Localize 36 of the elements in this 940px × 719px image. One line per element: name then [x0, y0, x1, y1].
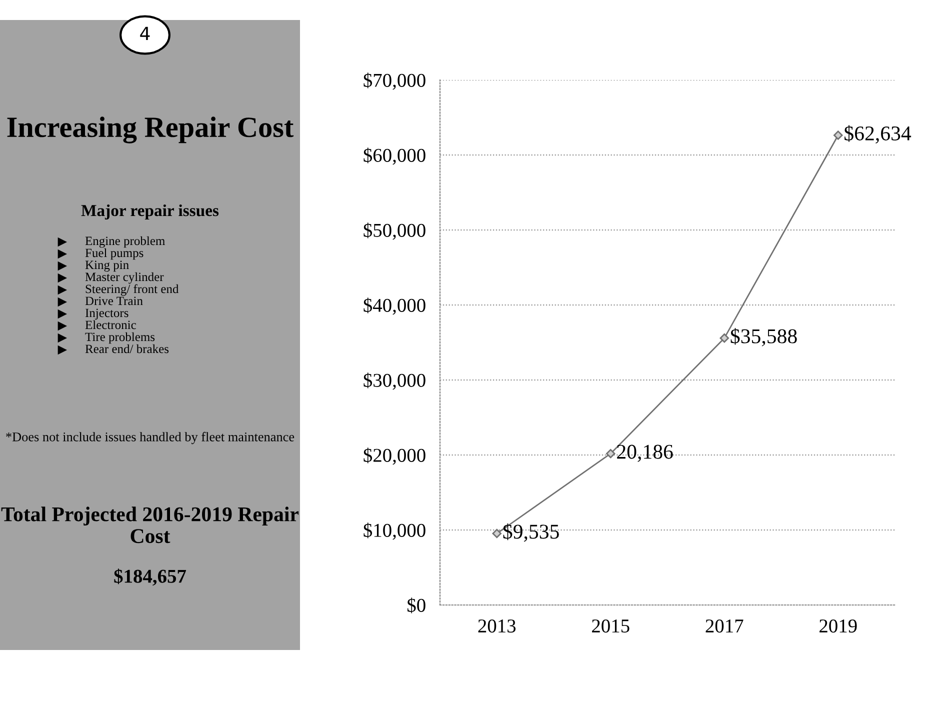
text: Drive Train [85, 296, 143, 306]
x-tick-label: 2013 [478, 619, 516, 633]
text: Major repair issues [81, 204, 219, 220]
point [720, 333, 729, 343]
x-tick-label: 2017 [706, 619, 744, 633]
data-label: $9,535 [503, 523, 559, 542]
x-tick-label: 2019 [820, 619, 857, 633]
text: Electronic [85, 320, 136, 330]
text: $184,657 [114, 568, 186, 586]
y-tick-label: $10,000 [364, 522, 426, 540]
text: Injectors [85, 308, 128, 320]
text: Rear end/ brakes [85, 344, 169, 354]
point [606, 448, 616, 458]
data-label: $62,634 [844, 125, 912, 144]
y-tick-label: $30,000 [364, 372, 426, 390]
text: Engine problem [85, 236, 165, 248]
y-tick-label: $60,000 [364, 148, 426, 165]
text: King pin [85, 260, 129, 272]
text: 4 [140, 26, 150, 40]
text: *Does not include issues handled by fleet maintenance [6, 432, 294, 444]
y-tick-label: $50,000 [364, 222, 426, 240]
data-label: 20,186 [617, 444, 673, 462]
point [834, 130, 843, 140]
x-tick-label: 2015 [592, 619, 630, 633]
y-tick-label: $0 [408, 598, 426, 614]
y-tick-label: $70,000 [364, 72, 426, 90]
data-label: $35,588 [730, 328, 797, 346]
text: Total Projected 2016-2019 Repair Cost [1, 506, 299, 544]
text: Master cylinder [85, 272, 164, 284]
y-tick-label: $40,000 [364, 298, 426, 315]
text: Steering/ front end [86, 284, 179, 296]
text: Increasing Repair Cost [7, 116, 294, 144]
text: Tire problems [85, 332, 155, 344]
text: Fuel pumps [85, 248, 144, 260]
point [492, 528, 502, 538]
y-tick-label: $20,000 [364, 448, 426, 465]
